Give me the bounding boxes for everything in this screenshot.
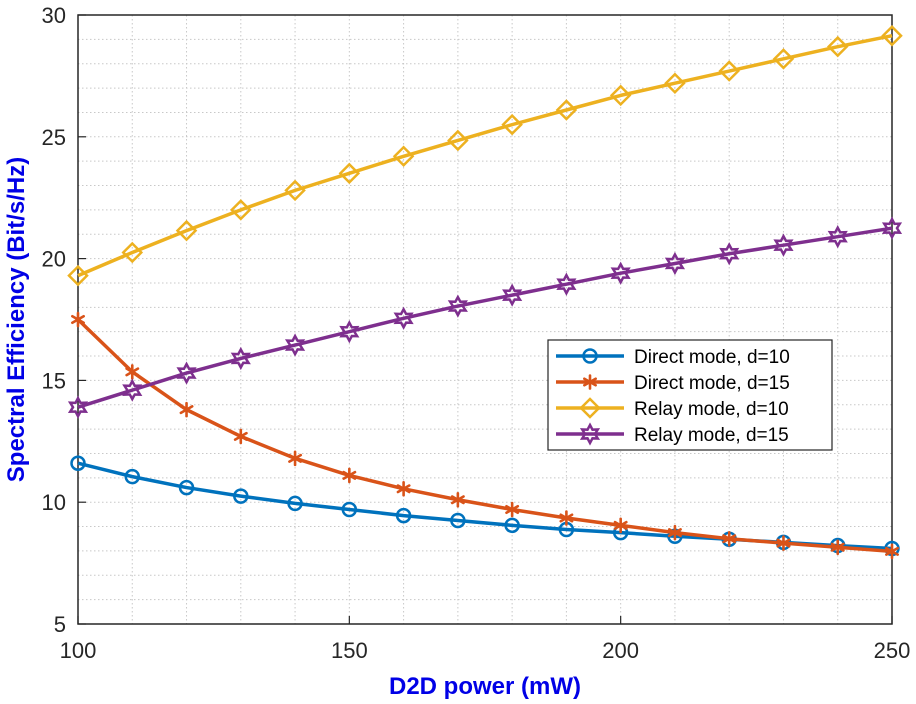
data-point: [555, 99, 578, 121]
data-point: [501, 113, 523, 136]
data-point: [885, 543, 899, 560]
data-point: [830, 539, 845, 556]
data-point: [609, 84, 632, 107]
series-2: [71, 311, 899, 560]
legend-marker: [583, 374, 597, 390]
data-point: [719, 242, 740, 266]
series-line: [76, 318, 893, 554]
data-point: [559, 510, 574, 526]
data-point: [124, 468, 141, 485]
data-point: [233, 488, 249, 504]
y-tick-label: 15: [42, 368, 66, 393]
data-point: [881, 24, 903, 47]
x-tick-label: 150: [331, 638, 368, 663]
axis-ticks: 100 150 200 250 5 10 15 20 25 30: [42, 3, 911, 663]
data-point: [450, 512, 466, 529]
data-point: [392, 145, 415, 168]
data-point: [504, 517, 520, 534]
data-point: [122, 378, 143, 402]
data-point: [610, 261, 631, 285]
data-point: [230, 199, 252, 221]
data-point: [502, 283, 523, 307]
legend-label: Relay mode, d=15: [634, 425, 789, 446]
y-tick-label: 30: [42, 3, 66, 28]
data-point: [284, 333, 306, 357]
data-point: [342, 467, 357, 484]
data-point: [505, 501, 520, 518]
data-point: [67, 264, 89, 287]
data-point: [556, 272, 577, 296]
data-point: [70, 455, 86, 471]
x-axis-label: D2D power (mW): [389, 673, 581, 700]
legend: Direct mode, d=10 Direct mode, d=15 Relay …: [547, 339, 833, 451]
data-point: [772, 48, 795, 70]
y-tick-label: 25: [42, 125, 66, 150]
x-tick-label: 100: [60, 638, 97, 663]
legend-item: Relay mode, d=10: [556, 397, 789, 420]
series-line: [77, 226, 893, 409]
data-point: [341, 501, 358, 518]
data-series: [67, 24, 903, 560]
y-tick-label: 20: [42, 247, 66, 272]
legend-item: Relay mode, d=15: [556, 422, 789, 446]
grid: [77, 14, 893, 625]
legend-marker: [582, 348, 598, 364]
legend-item: Direct mode, d=10: [556, 347, 790, 368]
data-point: [230, 346, 251, 371]
data-point: [664, 72, 686, 94]
data-point: [667, 524, 682, 541]
legend-item: Direct mode, d=15: [556, 373, 790, 394]
data-point: [178, 479, 195, 496]
data-point: [121, 241, 144, 264]
data-point: [176, 361, 197, 385]
data-point: [125, 364, 140, 380]
data-point: [447, 129, 469, 152]
data-point: [450, 491, 465, 508]
plot-frame: [77, 14, 893, 625]
data-point: [338, 162, 361, 185]
data-point: [179, 401, 194, 418]
data-point: [71, 311, 85, 328]
legend-label: Relay mode, d=10: [634, 399, 789, 420]
data-point: [175, 219, 198, 242]
y-tick-label: 10: [42, 490, 66, 515]
data-point: [881, 216, 903, 240]
data-point: [67, 395, 89, 419]
y-axis-label: Spectral Efficiency (Bit/s/Hz): [3, 157, 30, 482]
series-4: [67, 216, 903, 419]
y-tick-label: 5: [54, 612, 66, 637]
data-point: [287, 495, 303, 512]
legend-label: Direct mode, d=10: [634, 347, 790, 368]
series-line: [77, 33, 893, 278]
data-point: [827, 225, 848, 249]
data-point: [284, 179, 306, 202]
data-point: [339, 320, 360, 344]
data-point: [664, 251, 686, 276]
data-point: [826, 35, 849, 58]
legend-marker: [579, 422, 601, 446]
data-point: [288, 450, 303, 467]
data-point: [396, 481, 411, 497]
legend-marker: [579, 397, 601, 419]
data-point: [722, 530, 737, 547]
data-point: [776, 535, 791, 551]
x-tick-label: 200: [602, 638, 639, 663]
legend-label: Direct mode, d=15: [634, 373, 790, 394]
data-point: [773, 233, 794, 257]
data-point: [447, 294, 468, 318]
series-3: [67, 24, 903, 287]
data-point: [393, 306, 414, 330]
data-point: [718, 60, 740, 82]
data-point: [395, 507, 412, 524]
data-point: [613, 517, 628, 534]
data-point: [233, 428, 248, 445]
x-tick-label: 250: [874, 638, 911, 663]
